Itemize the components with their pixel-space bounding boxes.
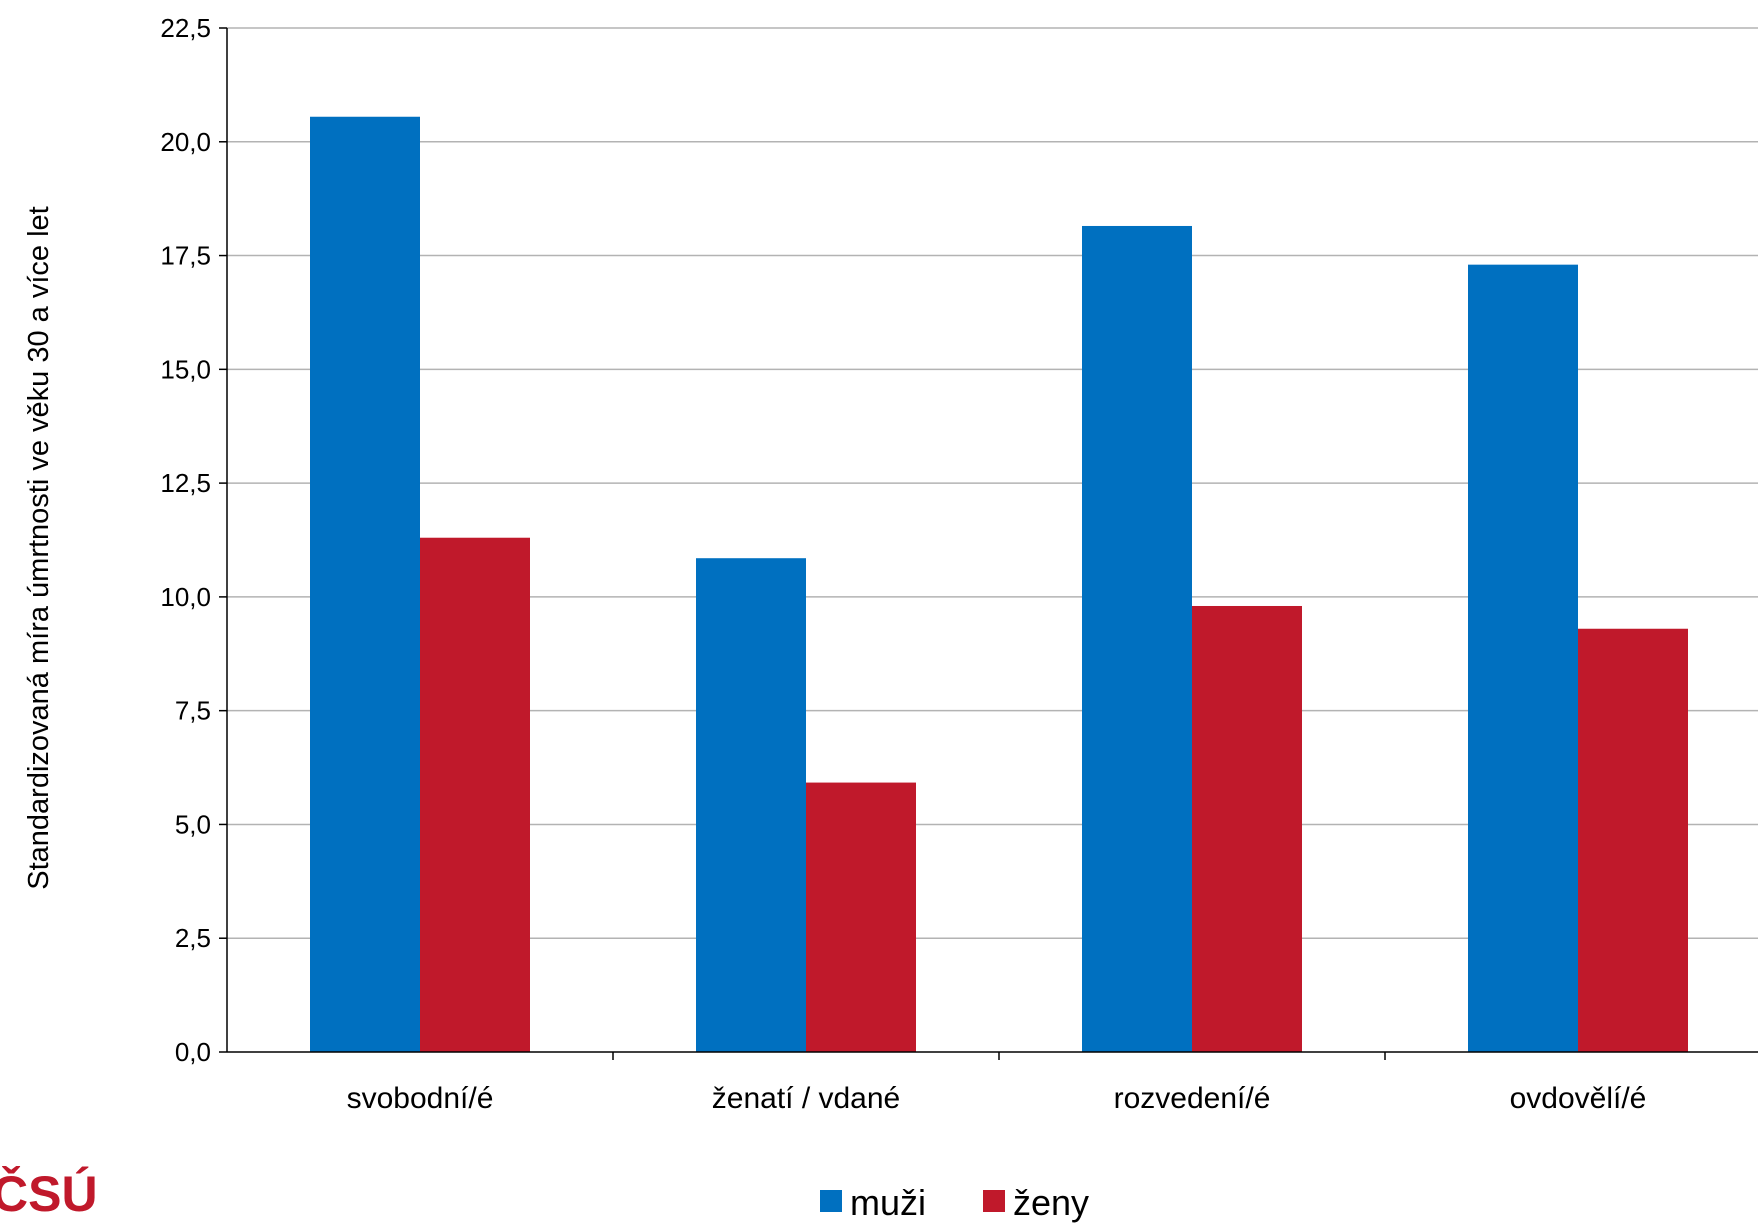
- bar-muzi: [1082, 225, 1192, 1052]
- axes: [219, 27, 1758, 1060]
- y-tick-label: 17,5: [160, 241, 211, 271]
- legend-swatch: [820, 1190, 842, 1212]
- legend-label: muži: [850, 1182, 926, 1223]
- legend-swatch: [983, 1190, 1005, 1212]
- y-tick-label: 0,0: [175, 1037, 211, 1067]
- legend-label: ženy: [1013, 1182, 1089, 1223]
- x-category-labels: svobodní/é ženatí / vdané rozvedení/é ovdov…: [347, 1082, 1647, 1115]
- y-tick-label: 22,5: [160, 13, 211, 43]
- y-tick-label: 10,0: [160, 582, 211, 612]
- y-tick-label: 2,5: [175, 923, 211, 953]
- y-tick-label: 7,5: [175, 696, 211, 726]
- legend: muži ženy: [820, 1182, 1089, 1223]
- bar-muzi: [696, 558, 806, 1052]
- x-category-label: ovdovělí/é: [1510, 1082, 1647, 1115]
- y-tick-label: 20,0: [160, 127, 211, 157]
- y-tick-label: 5,0: [175, 809, 211, 839]
- y-tick-label: 15,0: [160, 354, 211, 384]
- bar-zeny: [1578, 628, 1688, 1052]
- bars: [310, 116, 1688, 1053]
- csu-logo-text: ČSÚ: [0, 1165, 98, 1222]
- bar-zeny: [806, 782, 916, 1052]
- bar-muzi: [1468, 264, 1578, 1052]
- x-category-label: svobodní/é: [347, 1082, 494, 1115]
- x-category-label: rozvedení/é: [1114, 1082, 1271, 1115]
- bar-muzi: [310, 116, 420, 1053]
- x-category-label: ženatí / vdané: [712, 1082, 900, 1115]
- bar-zeny: [420, 537, 530, 1052]
- y-axis-title: Standardizovaná míra úmrtnosti ve věku 3…: [23, 206, 55, 889]
- y-tick-labels: 0,0 2,5 5,0 7,5 10,0 12,5 15,0 17,5 20,0 22,5: [160, 13, 211, 1067]
- y-tick-label: 12,5: [160, 468, 211, 498]
- bar-zeny: [1192, 605, 1302, 1052]
